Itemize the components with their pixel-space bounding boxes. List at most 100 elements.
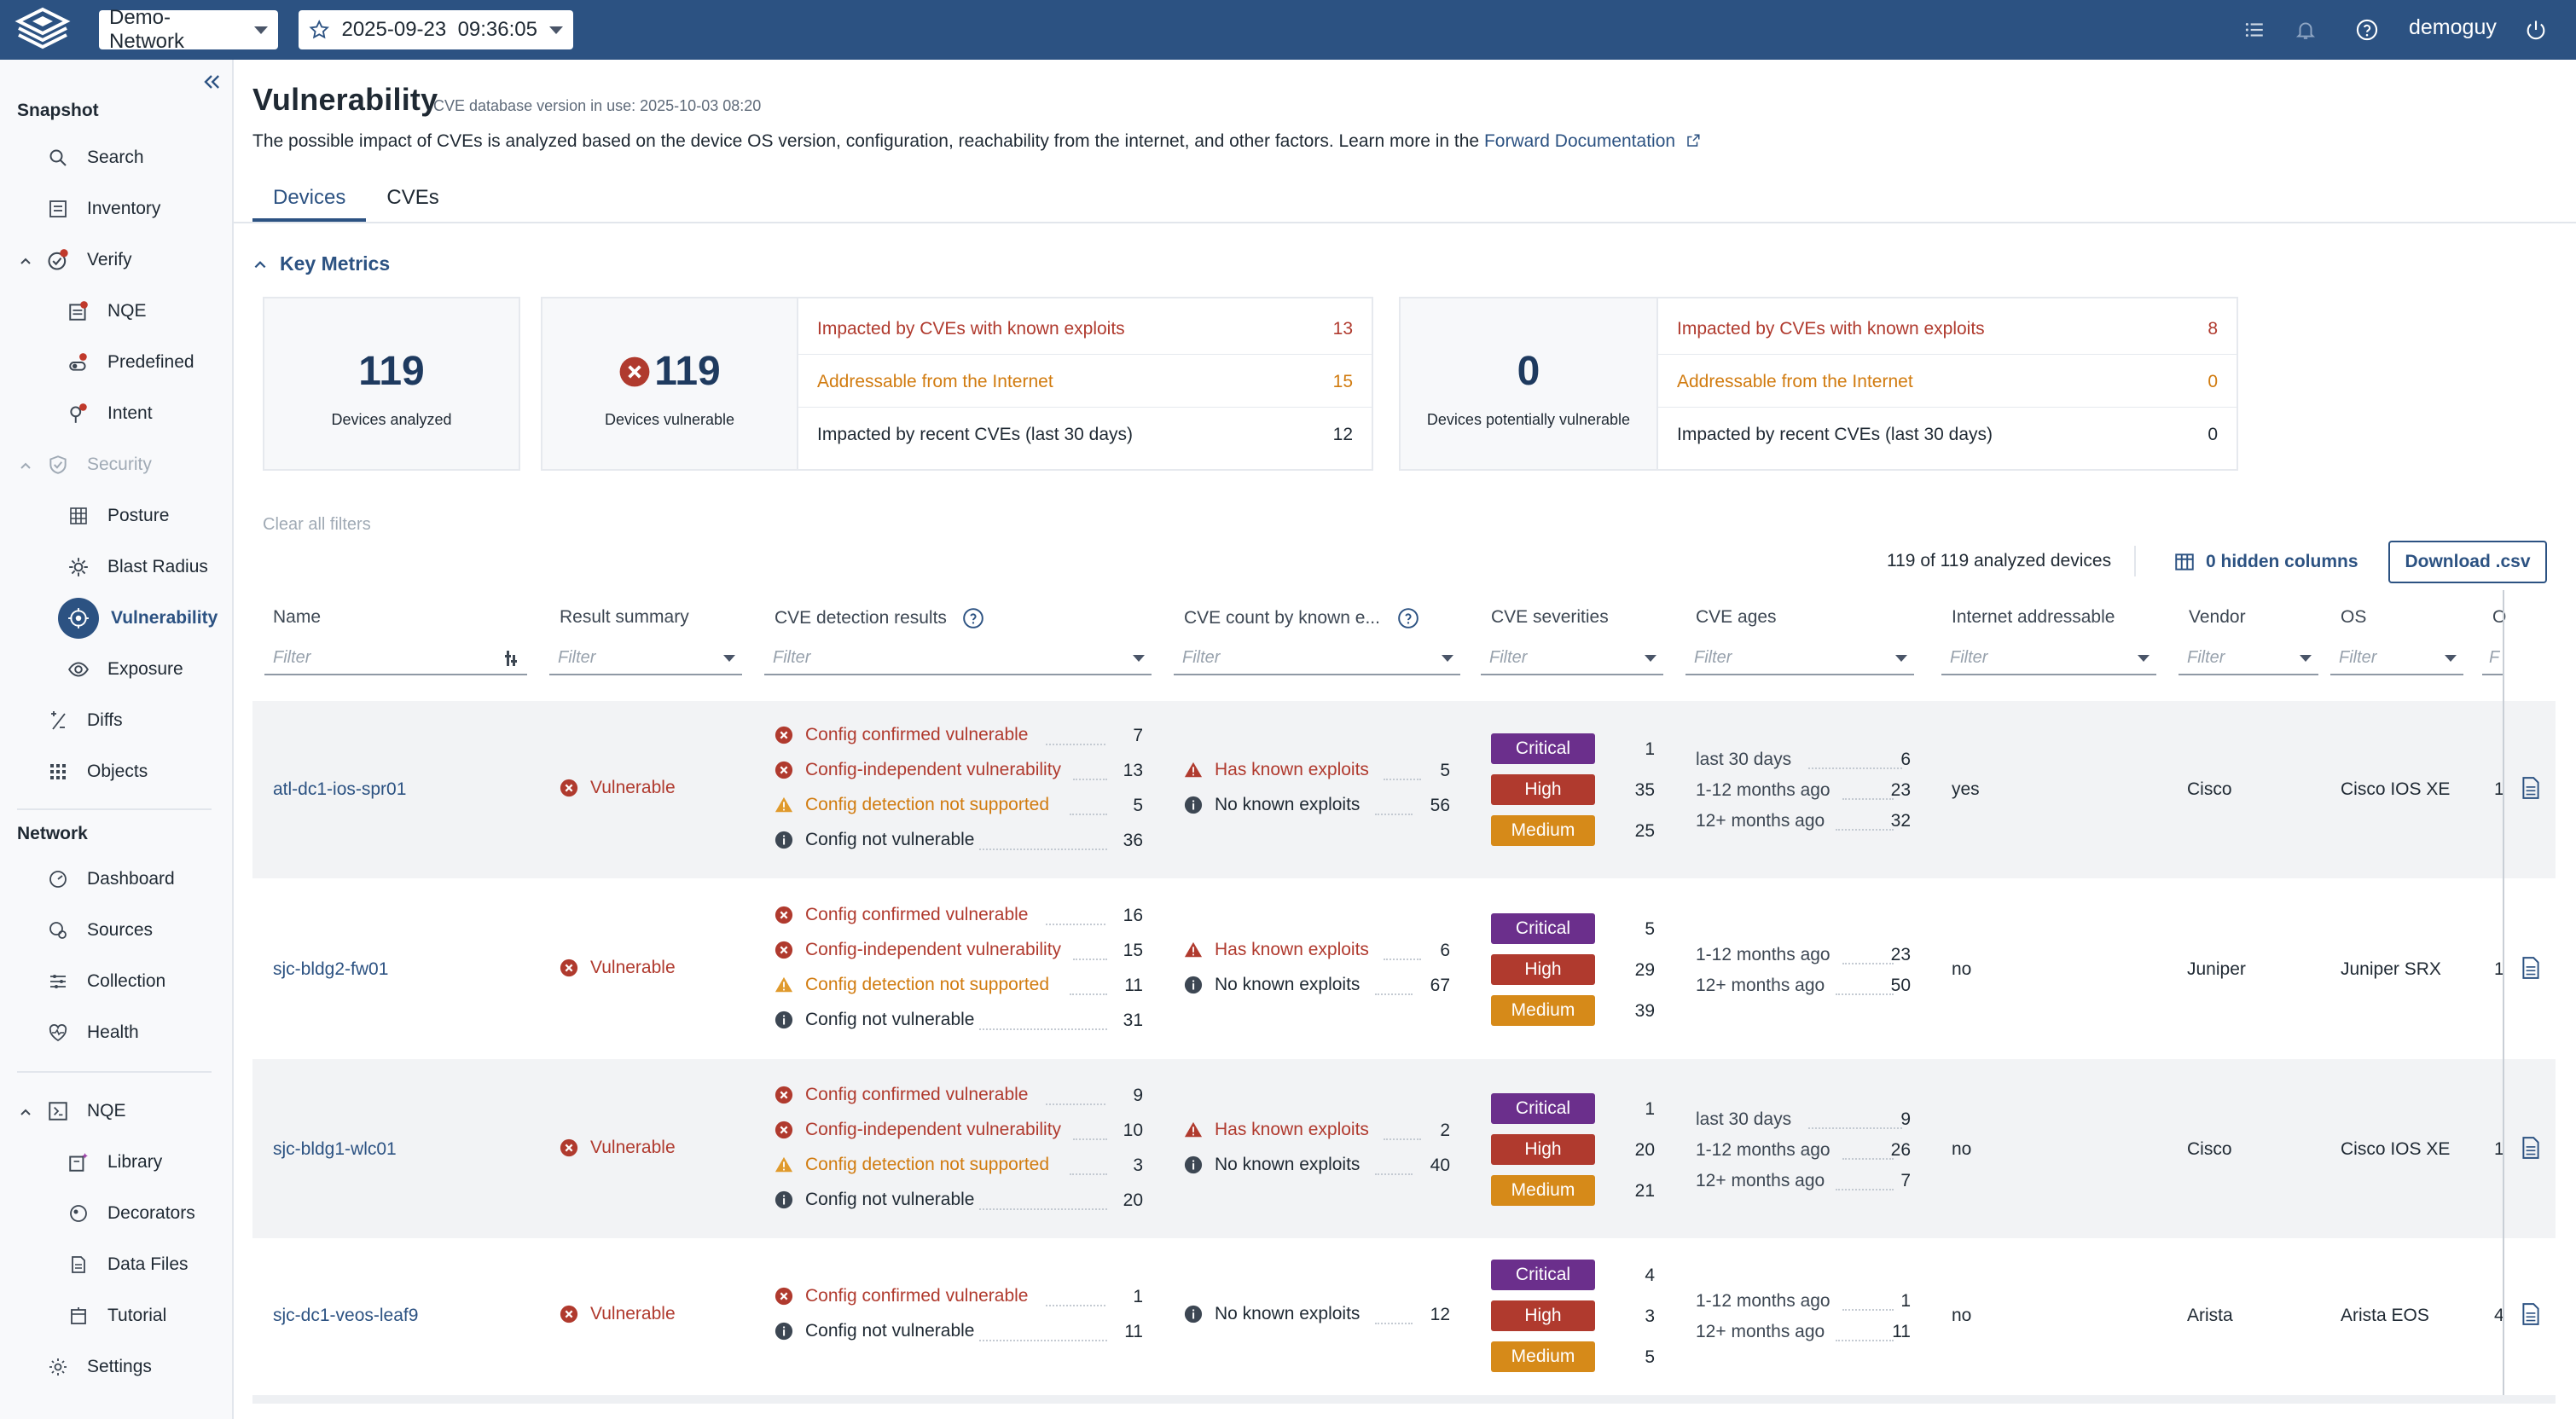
download-csv-button[interactable]: Download .csv (2388, 541, 2547, 583)
table-row[interactable] (252, 701, 2556, 878)
user-name[interactable]: demoguy (2409, 15, 2497, 39)
column-header-cve-detection[interactable]: CVE detection results (775, 607, 984, 629)
column-header-result-summary[interactable]: Result summary (560, 607, 689, 627)
metric-row-recent[interactable]: Impacted by recent CVEs (last 30 days) 1… (817, 425, 1353, 444)
device-name-link[interactable]: sjc-bldg1-wlc01 (273, 1139, 397, 1159)
severity-critical-badge[interactable]: Critical (1491, 1260, 1595, 1290)
snapshot-dropdown[interactable]: 2025-09-23 09:36:05 (299, 10, 573, 49)
sidebar-item-intent[interactable]: Intent (67, 392, 153, 435)
sidebar-item-collection[interactable]: Collection (46, 960, 165, 1003)
severity-medium-badge[interactable]: Medium (1491, 995, 1595, 1026)
no-known-exploits[interactable]: No known exploits (1184, 1301, 1360, 1327)
chevron-up-icon[interactable] (19, 459, 32, 472)
clear-all-filters-button[interactable]: Clear all filters (263, 515, 371, 534)
detection-not-vulnerable[interactable]: Config not vulnerable (775, 1007, 974, 1033)
hidden-columns-button[interactable]: 0 hidden columns (2173, 551, 2358, 573)
sidebar-item-decorators[interactable]: Decorators (67, 1192, 195, 1235)
device-name-link[interactable]: sjc-bldg2-fw01 (273, 959, 389, 979)
table-row[interactable] (252, 1059, 2556, 1238)
sidebar-group-nqe[interactable]: NQE (20, 1090, 126, 1132)
severity-critical-badge[interactable]: Critical (1491, 1093, 1595, 1124)
no-known-exploits[interactable]: No known exploits (1184, 1152, 1360, 1178)
severity-high-badge[interactable]: High (1491, 1134, 1595, 1165)
chevron-up-icon[interactable] (19, 1105, 32, 1119)
sidebar-item-objects[interactable]: Objects (46, 750, 148, 793)
sidebar-group-verify[interactable]: Verify (20, 239, 132, 281)
vendor-filter[interactable]: Filter (2179, 641, 2318, 675)
severity-high-badge[interactable]: High (1491, 954, 1595, 985)
column-header-cve-severities[interactable]: CVE severities (1491, 607, 1609, 627)
power-icon[interactable] (2520, 14, 2552, 46)
help-icon[interactable] (2351, 14, 2383, 46)
bell-icon[interactable] (2289, 14, 2322, 46)
severity-medium-badge[interactable]: Medium (1491, 1341, 1595, 1372)
internet-addressable-filter[interactable]: Filter (1941, 641, 2156, 675)
metric-row-known-exploits[interactable]: Impacted by CVEs with known exploits 13 (798, 304, 1372, 355)
detection-not-vulnerable[interactable]: Config not vulnerable (775, 1187, 974, 1213)
sidebar-item-dashboard[interactable]: Dashboard (46, 858, 175, 901)
device-name-link[interactable]: sjc-dc1-veos-leaf9 (273, 1306, 419, 1325)
detection-not-supported[interactable]: Config detection not supported (775, 792, 1049, 818)
metric-row-internet[interactable]: Addressable from the Internet 0 (1658, 356, 2237, 408)
metric-row-known-exploits[interactable]: Impacted by CVEs with known exploits 8 (1658, 304, 2237, 355)
table-row[interactable] (252, 1240, 2556, 1393)
sidebar-item-settings[interactable]: Settings (46, 1346, 152, 1388)
severity-high-badge[interactable]: High (1491, 774, 1595, 805)
cve-ages-filter[interactable]: Filter (1685, 641, 1914, 675)
detection-independent[interactable]: Config-independent vulnerability (775, 1117, 1061, 1143)
forward-documentation-link[interactable]: Forward Documentation (1484, 131, 1701, 151)
column-header-cve-count[interactable]: CVE count by known e... (1184, 607, 1419, 629)
detection-not-vulnerable[interactable]: Config not vulnerable (775, 827, 974, 853)
column-header-internet-addressable[interactable]: Internet addressable (1952, 607, 2115, 627)
sidebar-group-security[interactable]: Security (20, 443, 152, 486)
sidebar-item-vulnerability[interactable]: Vulnerability (58, 597, 218, 640)
severity-medium-badge[interactable]: Medium (1491, 815, 1595, 846)
no-known-exploits[interactable]: No known exploits (1184, 972, 1360, 998)
help-icon[interactable] (1397, 607, 1419, 629)
sidebar-item-tutorial[interactable]: Tutorial (67, 1294, 166, 1337)
column-header-name[interactable]: Name (273, 607, 322, 627)
known-exploits[interactable]: Has known exploits (1184, 937, 1369, 963)
cve-detection-filter[interactable]: Filter (764, 641, 1152, 675)
table-row[interactable] (252, 880, 2556, 1057)
key-metrics-toggle[interactable]: Key Metrics (252, 252, 390, 275)
sidebar-item-sources[interactable]: Sources (46, 909, 153, 952)
os-filter[interactable]: Filter (2330, 641, 2463, 675)
help-icon[interactable] (962, 607, 984, 629)
severity-high-badge[interactable]: High (1491, 1300, 1595, 1331)
document-icon[interactable] (2520, 776, 2542, 800)
severity-critical-badge[interactable]: Critical (1491, 913, 1595, 944)
metric-row-internet[interactable]: Addressable from the Internet 15 (798, 356, 1372, 408)
device-name-link[interactable]: atl-dc1-ios-spr01 (273, 779, 407, 799)
detection-not-vulnerable[interactable]: Config not vulnerable (775, 1318, 974, 1344)
tab-cves[interactable]: CVEs (386, 186, 439, 209)
sidebar-item-blast-radius[interactable]: Blast Radius (67, 546, 208, 588)
detection-confirmed[interactable]: Config confirmed vulnerable (775, 902, 1028, 928)
chevron-up-icon[interactable] (19, 254, 32, 268)
horizontal-scrollbar[interactable] (252, 1395, 2556, 1404)
sidebar-item-exposure[interactable]: Exposure (67, 648, 183, 691)
known-exploits[interactable]: Has known exploits (1184, 1117, 1369, 1143)
sidebar-item-nqe[interactable]: NQE (67, 290, 147, 333)
severity-medium-badge[interactable]: Medium (1491, 1175, 1595, 1206)
detection-not-supported[interactable]: Config detection not supported (775, 972, 1049, 998)
sidebar-item-library[interactable]: Library (67, 1141, 162, 1184)
detection-confirmed[interactable]: Config confirmed vulnerable (775, 1082, 1028, 1108)
sidebar-item-data-files[interactable]: Data Files (67, 1243, 189, 1286)
extra-filter[interactable]: F (2482, 641, 2503, 675)
detection-independent[interactable]: Config-independent vulnerability (775, 757, 1061, 783)
no-known-exploits[interactable]: No known exploits (1184, 792, 1360, 818)
detection-confirmed[interactable]: Config confirmed vulnerable (775, 1283, 1028, 1309)
detection-not-supported[interactable]: Config detection not supported (775, 1152, 1049, 1178)
detection-independent[interactable]: Config-independent vulnerability (775, 937, 1061, 963)
tab-devices[interactable]: Devices (252, 182, 367, 222)
metric-row-recent[interactable]: Impacted by recent CVEs (last 30 days) 0 (1677, 425, 2218, 444)
filter-options-icon[interactable] (505, 648, 522, 669)
name-filter-input[interactable]: Filter (264, 641, 527, 675)
detection-confirmed[interactable]: Config confirmed vulnerable (775, 722, 1028, 748)
severity-critical-badge[interactable]: Critical (1491, 733, 1595, 764)
document-icon[interactable] (2520, 1136, 2542, 1160)
app-logo-icon[interactable] (14, 6, 72, 54)
column-header-vendor[interactable]: Vendor (2189, 607, 2246, 627)
star-icon[interactable] (309, 19, 330, 41)
